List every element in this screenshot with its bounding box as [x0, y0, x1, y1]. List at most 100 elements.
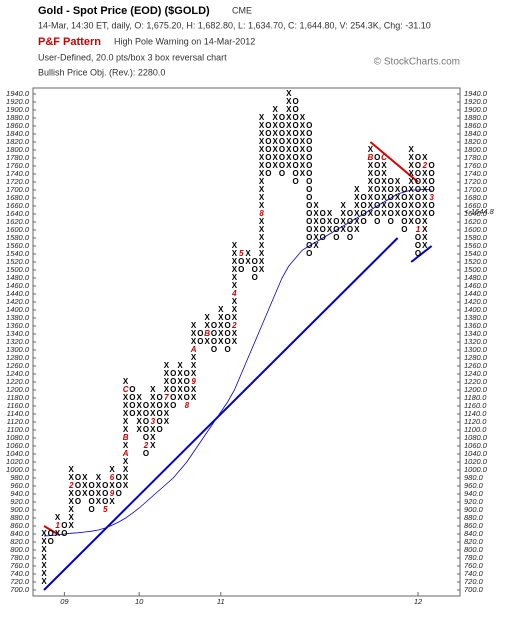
x-box: X — [123, 393, 129, 402]
o-box: O — [347, 209, 353, 218]
o-box: O — [320, 217, 326, 226]
x-box: X — [109, 465, 115, 474]
x-box: X — [422, 217, 428, 226]
o-box: O — [292, 137, 298, 146]
x-box: X — [259, 201, 265, 210]
y-tick-label-right: 1300.0 — [464, 345, 488, 354]
o-box: O — [415, 241, 421, 250]
x-box: X — [286, 129, 292, 138]
y-tick-label-right: 1500.0 — [464, 265, 488, 274]
y-tick-label: 820.0 — [10, 537, 30, 546]
y-tick-label-right: 1400.0 — [464, 305, 488, 314]
o-box: O — [279, 137, 285, 146]
x-box: X — [259, 257, 265, 266]
o-box: O — [333, 217, 339, 226]
x-box: X — [191, 385, 197, 394]
y-tick-label: 1400.0 — [6, 305, 30, 314]
x-box: X — [164, 417, 170, 426]
o-box: O — [374, 201, 380, 210]
y-tick-label-right: 960.0 — [464, 481, 484, 490]
o-box: O — [75, 489, 81, 498]
y-tick-label-right: 980.0 — [464, 473, 484, 482]
o-box: O — [292, 153, 298, 162]
o-box: O — [428, 209, 434, 218]
o-box: O — [292, 169, 298, 178]
y-tick-label-right: 820.0 — [464, 537, 484, 546]
y-tick-label: 1140.0 — [7, 409, 30, 418]
x-box: X — [177, 369, 183, 378]
month-marker: 1 — [416, 225, 421, 234]
x-box: X — [41, 537, 47, 546]
y-tick-label-right: 1560.0 — [464, 241, 488, 250]
x-box: X — [341, 217, 347, 226]
pnf-column: OO — [48, 529, 54, 546]
x-box: X — [205, 337, 211, 346]
y-tick-label: 1580.0 — [6, 233, 30, 242]
x-box: X — [137, 409, 143, 418]
o-box: O — [306, 233, 312, 242]
o-box: O — [116, 481, 122, 490]
x-box: X — [273, 129, 279, 138]
x-box: X — [259, 217, 265, 226]
month-marker: B — [368, 153, 374, 162]
x-box: X — [409, 145, 415, 154]
o-box: O — [265, 145, 271, 154]
y-tick-label: 1760.0 — [6, 161, 30, 170]
x-box: X — [409, 177, 415, 186]
x-box: X — [300, 113, 306, 122]
o-box: O — [279, 169, 285, 178]
y-tick-label-right: 900.0 — [464, 505, 484, 514]
o-box: O — [224, 345, 230, 354]
y-tick-label: 1240.0 — [6, 369, 30, 378]
o-box: O — [320, 233, 326, 242]
x-box: X — [368, 161, 374, 170]
pnf-column: XXX — [82, 473, 88, 498]
o-box: O — [265, 121, 271, 130]
x-box: X — [218, 305, 224, 314]
o-box: O — [116, 473, 122, 482]
month-marker: 2 — [143, 441, 149, 450]
o-box: O — [306, 217, 312, 226]
x-box: X — [69, 473, 75, 482]
last-price-label: <-1644.8 — [464, 207, 495, 216]
y-tick-label-right: 1160.0 — [464, 401, 487, 410]
y-tick-label-right: 1460.0 — [464, 281, 488, 290]
x-box: X — [137, 425, 143, 434]
y-tick-label-right: 1740.0 — [464, 169, 488, 178]
x-box: X — [354, 217, 360, 226]
o-box: O — [306, 153, 312, 162]
x-box: X — [354, 209, 360, 218]
o-box: O — [428, 161, 434, 170]
o-box: O — [211, 345, 217, 354]
x-box: X — [41, 529, 47, 538]
x-box: X — [123, 417, 129, 426]
o-box: O — [306, 185, 312, 194]
o-box: O — [184, 377, 190, 386]
y-tick-label-right: 1820.0 — [464, 137, 488, 146]
y-tick-label: 1940.0 — [6, 89, 30, 98]
y-tick-label-right: 740.0 — [464, 569, 484, 578]
x-box: X — [327, 225, 333, 234]
x-box: X — [300, 153, 306, 162]
x-box: X — [313, 241, 319, 250]
x-box: X — [259, 225, 265, 234]
y-tick-label: 1340.0 — [6, 329, 30, 338]
o-box: O — [360, 193, 366, 202]
y-tick-label-right: 1720.0 — [464, 177, 488, 186]
month-marker: 2 — [422, 161, 428, 170]
y-tick-label-right: 1140.0 — [464, 409, 487, 418]
o-box: O — [374, 177, 380, 186]
y-tick-label: 1100.0 — [7, 425, 30, 434]
y-tick-label-right: 1080.0 — [464, 433, 488, 442]
y-tick-label-right: 1040.0 — [464, 449, 488, 458]
pnf-column: OO — [238, 257, 244, 274]
pnf-column: OOO — [102, 481, 108, 506]
